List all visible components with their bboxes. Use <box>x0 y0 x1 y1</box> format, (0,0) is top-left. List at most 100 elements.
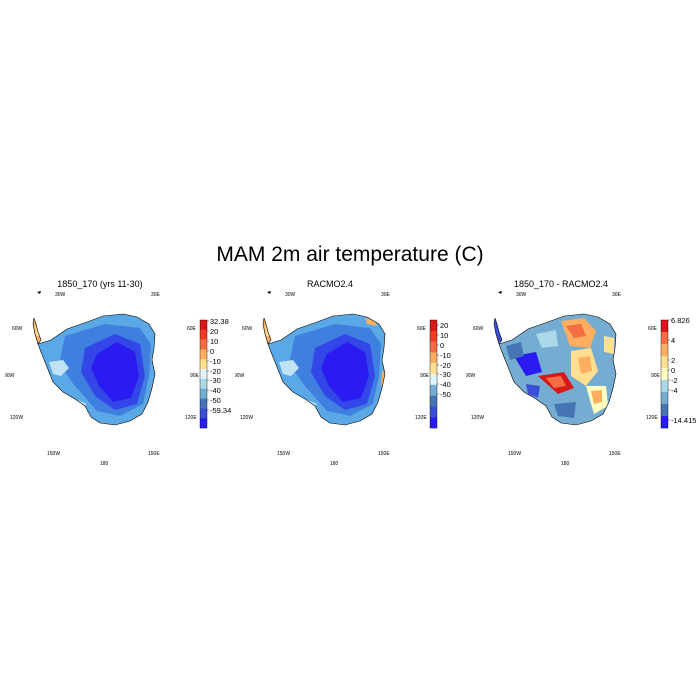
longitude-label: 60E <box>417 326 427 332</box>
field-diff-region <box>526 384 540 398</box>
colorbar-segment <box>661 320 668 333</box>
field-diff-region <box>578 356 592 374</box>
colorbar-segment <box>661 416 668 429</box>
colorbar-label: 32.38 <box>210 317 229 326</box>
longitude-label: 150W <box>277 451 290 457</box>
panel-model: 1850_170 (yrs 11-30) 30W 30E 60W 60E 90W 90E 1… <box>5 276 238 466</box>
colorbar-label: -30 <box>440 370 451 379</box>
coastline <box>37 313 156 426</box>
longitude-label: 90W <box>5 373 15 379</box>
colorbar-segment <box>661 368 668 381</box>
panel-title: 1850_170 (yrs 11-30) <box>57 279 143 289</box>
colorbar-segment <box>661 392 668 405</box>
field-diff-region <box>604 336 614 354</box>
colorbar-segment <box>200 369 207 380</box>
longitude-label: 180 <box>330 461 339 466</box>
field-diff-region <box>506 342 524 360</box>
longitude-label: 60W <box>473 326 484 332</box>
longitude-label: 30W <box>285 292 296 298</box>
longitude-label: 30W <box>516 292 527 298</box>
colorbar-label: -20 <box>440 361 451 370</box>
longitude-label: 150E <box>378 451 390 457</box>
colorbar-label: 10 <box>210 337 218 346</box>
longitude-label: 30E <box>381 292 391 298</box>
colorbar-segment <box>430 320 437 331</box>
colorbar-label: -2 <box>671 376 678 385</box>
colorbar-label: 0 <box>671 366 675 375</box>
field-diff-region <box>546 376 566 388</box>
colorbar-segment <box>200 320 207 331</box>
colorbar-segment <box>430 363 437 375</box>
colorbar-frame <box>199 319 208 429</box>
colorbar-label: -14.415 <box>671 416 696 425</box>
colorbar-label: -40 <box>440 380 451 389</box>
colorbar-label: -20 <box>210 367 221 376</box>
panel-racmo: RACMO2.4 30W 30E 60W 60E 90W 90E 120W 120E 150W 1… <box>235 276 468 466</box>
field-coast-warm <box>365 318 377 326</box>
map-plot-difference: 30W 30E 60W 60E 90W 90E 120W 120E 150W 150E 180 6.8… <box>466 291 696 466</box>
coastline <box>267 313 386 426</box>
colorbar-segment <box>200 378 207 389</box>
panel-title: 1850_170 - RACMO2.4 <box>513 279 609 289</box>
longitude-label: 120E <box>646 415 658 421</box>
island <box>267 291 271 294</box>
coastline <box>498 313 617 426</box>
colorbar-segment <box>661 380 668 393</box>
colorbar-segment <box>430 352 437 364</box>
field-diff-base <box>494 314 616 425</box>
colorbar-label: 20 <box>210 327 218 336</box>
longitude-label: 180 <box>100 461 109 466</box>
longitude-label: 150W <box>508 451 521 457</box>
longitude-label: 120E <box>185 415 197 421</box>
colorbar-segment <box>430 341 437 353</box>
longitude-label: 180 <box>561 461 570 466</box>
map-plot-racmo: 30W 30E 60W 60E 90W 90E 120W 120E 150W 150E 180 201… <box>235 291 451 466</box>
longitude-label: 150W <box>47 451 60 457</box>
longitude-label: 150E <box>609 451 621 457</box>
colorbar-segment <box>200 339 207 350</box>
island <box>37 291 41 294</box>
colorbar-frame <box>660 319 669 429</box>
colorbar-label: 0 <box>210 347 214 356</box>
field-shelf <box>279 360 299 376</box>
colorbar-label: -10 <box>210 357 221 366</box>
colorbar-segment <box>200 388 207 399</box>
longitude-label: 150E <box>148 451 160 457</box>
coastline <box>493 317 503 345</box>
field-diff-region <box>536 330 558 348</box>
longitude-label: 120W <box>471 415 484 421</box>
field-diff-region <box>514 352 542 376</box>
field-interior <box>321 342 369 402</box>
field-interior <box>91 342 139 402</box>
figure-title: MAM 2m air temperature (C) <box>216 243 484 266</box>
colorbar-label: -30 <box>210 376 221 385</box>
colorbar-segment <box>661 344 668 357</box>
longitude-label: 90E <box>651 373 661 379</box>
colorbar-label: -50 <box>440 390 451 399</box>
colorbar-segment <box>200 418 207 429</box>
colorbar-segment <box>661 332 668 345</box>
island <box>498 291 502 294</box>
colorbar-label: 2 <box>671 356 675 365</box>
longitude-label: 90W <box>235 373 245 379</box>
longitude-label: 120W <box>240 415 253 421</box>
colorbar-segment <box>430 374 437 385</box>
colorbar-label: -40 <box>210 386 221 395</box>
longitude-label: 90E <box>420 373 430 379</box>
coastline <box>32 317 42 345</box>
colorbar-label: -4 <box>671 386 678 395</box>
colorbar-segment <box>430 395 437 407</box>
field-diff-region <box>554 402 576 418</box>
longitude-label: 120W <box>10 415 23 421</box>
longitude-label: 90W <box>466 373 476 379</box>
colorbar-segment <box>661 404 668 417</box>
colorbar-segment <box>200 398 207 409</box>
map-plot-model: 30W 30E 60W 60E 90W 90E 120W 120E 150W 150E 180 32.… <box>5 291 231 466</box>
colorbar-segment <box>200 349 207 360</box>
colorbar-label: -10 <box>440 351 451 360</box>
colorbar-label: -50 <box>210 396 221 405</box>
longitude-label: 60E <box>187 326 197 332</box>
colorbar-segment <box>200 329 207 340</box>
colorbar-segment <box>430 417 437 429</box>
longitude-label: 60W <box>12 326 23 332</box>
